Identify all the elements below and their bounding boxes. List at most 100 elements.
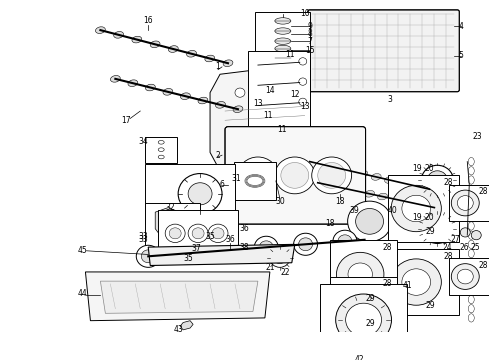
Ellipse shape [468,277,474,285]
Ellipse shape [468,176,474,184]
Text: 4: 4 [459,22,464,31]
Ellipse shape [468,231,474,239]
Circle shape [391,259,441,305]
Bar [449,185,489,221]
Circle shape [339,285,381,323]
Ellipse shape [275,18,291,24]
Ellipse shape [169,46,178,52]
Circle shape [165,224,185,243]
Text: 28: 28 [478,188,488,197]
Text: 25: 25 [470,243,480,252]
Ellipse shape [468,157,474,166]
Bar [234,162,276,200]
Circle shape [312,157,352,194]
Circle shape [188,183,212,205]
Ellipse shape [404,199,414,206]
Circle shape [265,84,275,93]
Ellipse shape [114,32,123,38]
Circle shape [345,303,382,336]
Ellipse shape [275,45,291,52]
Ellipse shape [132,36,142,43]
Ellipse shape [365,190,374,197]
Circle shape [294,233,318,255]
Ellipse shape [198,97,208,104]
Circle shape [402,269,431,295]
Text: 44: 44 [77,289,87,298]
Text: 45: 45 [77,246,87,255]
Text: 40: 40 [388,206,397,215]
Text: 6: 6 [220,180,224,189]
Circle shape [336,294,392,346]
Bar [388,175,459,242]
Ellipse shape [468,296,474,304]
Circle shape [451,190,479,216]
Circle shape [457,195,473,210]
Bar [330,240,397,309]
Text: 18: 18 [325,219,335,228]
Text: 35: 35 [183,254,193,263]
Ellipse shape [150,41,160,48]
Ellipse shape [205,55,215,62]
Circle shape [402,195,431,222]
Text: 30: 30 [275,197,285,206]
Circle shape [212,228,224,239]
Ellipse shape [468,194,474,203]
Text: 3: 3 [387,95,392,104]
Ellipse shape [468,213,474,221]
Text: 38: 38 [239,243,249,252]
Text: 13: 13 [253,99,263,108]
Circle shape [348,263,372,285]
Text: 9: 9 [307,22,312,31]
Text: 20: 20 [424,213,434,222]
Ellipse shape [468,314,474,322]
Circle shape [188,224,208,243]
Text: 18: 18 [335,197,344,206]
Polygon shape [100,281,258,313]
Text: 27: 27 [450,235,460,244]
Bar [145,165,235,224]
Ellipse shape [158,155,164,159]
Text: 33: 33 [138,235,148,244]
Ellipse shape [223,60,233,67]
Text: 32: 32 [165,203,175,212]
Ellipse shape [96,27,105,33]
Circle shape [274,253,286,264]
Circle shape [270,249,290,267]
Text: 16: 16 [144,17,153,26]
Text: 11: 11 [285,50,294,59]
Text: 34: 34 [138,137,148,146]
Circle shape [298,238,313,251]
Bar [158,210,238,256]
Ellipse shape [468,258,474,267]
Text: 5: 5 [459,51,464,60]
Ellipse shape [318,161,328,168]
Ellipse shape [128,80,138,86]
Circle shape [347,201,392,242]
Ellipse shape [352,188,362,194]
Text: 20: 20 [424,165,434,174]
Text: 26: 26 [460,243,469,252]
Ellipse shape [468,305,474,313]
Circle shape [275,157,315,194]
Ellipse shape [187,50,196,57]
Circle shape [181,247,195,260]
Ellipse shape [345,167,355,174]
Ellipse shape [468,203,474,212]
Polygon shape [180,321,193,330]
Ellipse shape [424,186,434,193]
Circle shape [259,241,273,254]
Text: 36: 36 [225,235,235,244]
Circle shape [299,78,307,85]
Text: 13: 13 [300,102,310,111]
Ellipse shape [163,89,173,95]
Circle shape [136,245,160,267]
Ellipse shape [158,140,164,144]
Ellipse shape [468,249,474,258]
Bar [388,249,459,315]
Circle shape [421,165,453,195]
Text: 33: 33 [138,231,148,240]
Text: 19: 19 [413,165,422,174]
Ellipse shape [429,204,439,211]
Ellipse shape [468,268,474,276]
Circle shape [338,235,352,248]
